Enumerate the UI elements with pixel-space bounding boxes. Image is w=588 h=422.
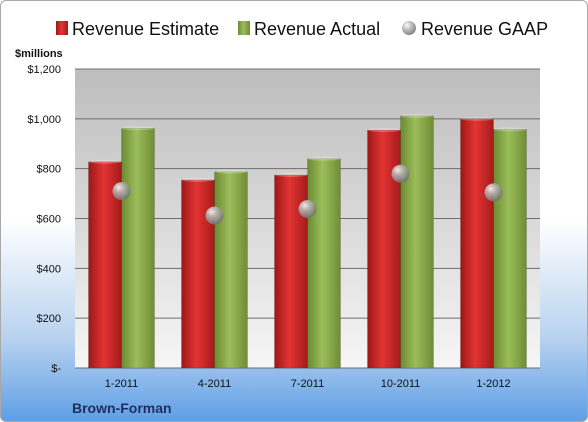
bar-revenue-actual [121, 128, 155, 369]
bar-top-highlight [121, 126, 155, 131]
legend-swatch-revenue-estimate [56, 21, 68, 35]
legend-marker-revenue-gaap [402, 21, 416, 35]
x-tick-label: 4-2011 [198, 378, 231, 390]
bar-revenue-actual [400, 115, 434, 369]
x-tick-label: 7-2011 [291, 378, 324, 390]
bar-top-highlight [460, 116, 494, 121]
bar-revenue-estimate [460, 118, 494, 369]
x-tick-label: 10-2011 [381, 378, 421, 390]
bar-top-highlight [307, 156, 341, 161]
bar-top-highlight [88, 159, 122, 164]
y-axis-ticks: $- $200 $400 $600 $800 $1,000 $1,200 [27, 64, 61, 375]
y-tick-label: $200 [37, 313, 61, 325]
legend: Revenue Estimate Revenue Actual Revenue … [56, 19, 548, 39]
gaap-markers [112, 164, 503, 225]
marker-revenue-gaap [112, 182, 131, 201]
legend-label-revenue-estimate: Revenue Estimate [72, 19, 219, 39]
bars [88, 113, 527, 369]
bar-top-highlight [181, 177, 215, 182]
legend-label-revenue-actual: Revenue Actual [254, 19, 380, 39]
marker-revenue-gaap [484, 183, 503, 202]
bar-top-highlight [493, 127, 527, 132]
legend-swatch-revenue-actual [238, 21, 250, 35]
y-tick-label: $600 [37, 214, 61, 226]
y-tick-label: $400 [37, 263, 61, 275]
bar-revenue-actual [307, 158, 341, 369]
x-axis-ticks: 1-2011 4-2011 7-2011 10-2011 1-2012 [105, 378, 511, 390]
y-tick-label: $1,000 [27, 114, 61, 126]
bar-top-highlight [274, 172, 308, 177]
y-tick-label: $1,200 [27, 64, 61, 76]
y-tick-label: $- [51, 363, 61, 375]
x-tick-label: 1-2012 [476, 378, 510, 390]
y-tick-label: $800 [37, 164, 61, 176]
marker-revenue-gaap [205, 206, 224, 225]
company-name: Brown-Forman [72, 400, 172, 416]
bar-top-highlight [214, 169, 248, 174]
bar-revenue-actual [214, 171, 248, 369]
bar-revenue-actual [493, 129, 527, 369]
marker-revenue-gaap [391, 164, 410, 183]
legend-label-revenue-gaap: Revenue GAAP [421, 19, 548, 39]
bar-top-highlight [367, 128, 401, 133]
marker-revenue-gaap [298, 200, 317, 219]
y-axis-unit-label: $millions [15, 48, 63, 60]
x-tick-label: 1-2011 [105, 378, 138, 390]
bar-top-highlight [400, 113, 434, 118]
bar-revenue-estimate [367, 129, 401, 369]
